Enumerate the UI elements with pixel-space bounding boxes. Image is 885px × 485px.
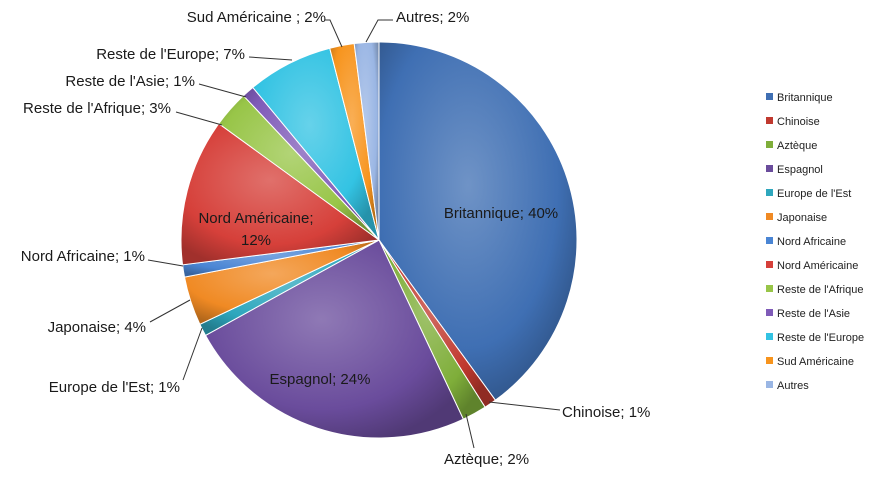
legend-item: Sud Américaine [777, 356, 854, 368]
legend-swatch [766, 357, 773, 364]
legend-item: Autres [777, 380, 809, 392]
leader-line [175, 111, 223, 126]
legend-swatch [766, 141, 773, 148]
legend-swatch [766, 333, 773, 340]
data-label: Chinoise; 1% [562, 404, 650, 421]
data-label: Nord Africaine; 1% [21, 248, 145, 265]
legend-item: Reste de l'Asie [777, 308, 850, 320]
legend-item: Nord Américaine [777, 260, 858, 272]
data-label: Reste de l'Afrique; 3% [23, 100, 171, 117]
legend-swatch [766, 189, 773, 196]
legend-item: Europe de l'Est [777, 188, 851, 200]
leader-line [149, 299, 191, 323]
legend-item: Britannique [777, 92, 833, 104]
legend-swatch [766, 117, 773, 124]
legend-item: Chinoise [777, 116, 820, 128]
leader-line [182, 327, 203, 381]
data-label: Britannique; 40% [444, 205, 558, 222]
legend-item: Reste de l'Afrique [777, 284, 863, 296]
pie-slices [180, 41, 578, 439]
leader-line [365, 19, 393, 43]
legend-item: Reste de l'Europe [777, 332, 864, 344]
data-label: Reste de l'Europe; 7% [96, 46, 245, 63]
data-label: Sud Américaine ; 2% [187, 9, 326, 26]
pie-slice-britannique [378, 41, 578, 401]
legend-item: Espagnol [777, 164, 823, 176]
legend-swatch [766, 165, 773, 172]
legend-swatch [766, 381, 773, 388]
legend: Britannique Chinoise Aztèque Espagnol Europe… [766, 92, 864, 392]
slice-labels: Britannique; 40% Chinoise; 1% Aztèque; 2% E… [21, 9, 651, 468]
data-label: Aztèque; 2% [444, 451, 529, 468]
legend-swatch [766, 285, 773, 292]
legend-item: Nord Africaine [777, 236, 846, 248]
data-label: Nord Américaine; 12% [198, 210, 313, 249]
legend-swatch [766, 93, 773, 100]
data-label: Reste de l'Asie; 1% [65, 73, 195, 90]
legend-item: Aztèque [777, 140, 817, 152]
leader-line [147, 259, 184, 267]
legend-swatch [766, 237, 773, 244]
legend-item: Japonaise [777, 212, 827, 224]
data-label: Europe de l'Est; 1% [49, 379, 180, 396]
data-label: Espagnol; 24% [270, 371, 371, 388]
pie-slice-espagnol [204, 239, 464, 439]
leader-line [465, 413, 475, 449]
legend-swatch [766, 261, 773, 268]
leader-lines [147, 19, 561, 449]
leader-line [325, 19, 343, 48]
leader-line [198, 83, 247, 98]
pie-slice-nord-am-ricaine [180, 122, 381, 266]
data-label: Autres; 2% [396, 9, 469, 26]
legend-swatch [766, 309, 773, 316]
leader-line [488, 401, 561, 411]
leader-line [248, 56, 293, 61]
data-label: Japonaise; 4% [48, 319, 146, 336]
legend-swatch [766, 213, 773, 220]
pie-slice-autres [353, 41, 380, 241]
